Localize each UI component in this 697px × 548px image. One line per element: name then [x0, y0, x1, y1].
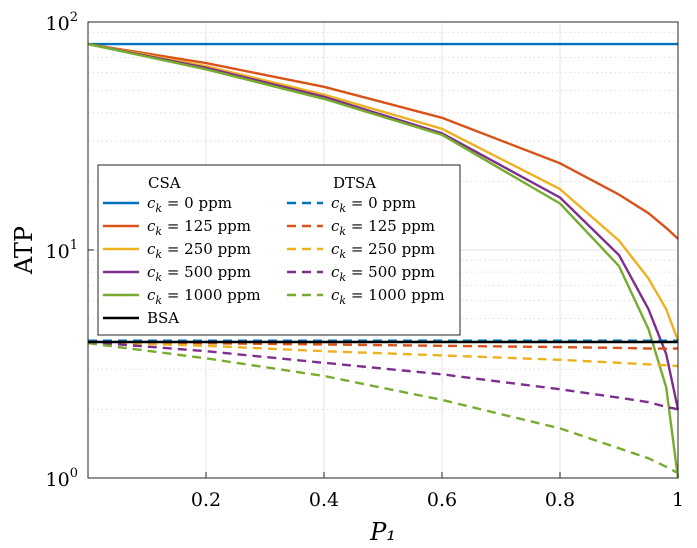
y-tick-label: 101: [46, 238, 78, 263]
y-tick-base: 10: [46, 13, 70, 35]
legend-label-bsa: BSA: [147, 309, 179, 327]
legend-label-c-k-500-ppm-dtsa: ck = 500 ppm: [331, 263, 435, 284]
y-tick-base: 10: [46, 241, 70, 263]
legend-label-c-k-125-ppm: ck = 125 ppm: [147, 217, 251, 238]
legend-label-c-k-1000-ppm: ck = 1000 ppm: [147, 286, 261, 307]
series-line-c-k-500-ppm-dtsa: [87, 340, 679, 411]
x-tick-label: 1: [672, 489, 684, 511]
series-line-c-k-500-ppm: [87, 42, 680, 410]
series-line-c-k-250-ppm: [87, 42, 680, 342]
y-tick-base: 10: [46, 469, 70, 491]
series-line-c-k-1000-ppm-dtsa: [87, 342, 679, 475]
legend-label-c-k-125-ppm-dtsa: ck = 125 ppm: [331, 217, 435, 238]
y-tick-exponent: 1: [70, 238, 78, 253]
legend-label-c-k-250-ppm-dtsa: ck = 250 ppm: [331, 240, 435, 261]
series-line-c-k-250-ppm-dtsa: [87, 340, 679, 368]
x-tick-label: 0.2: [191, 489, 221, 511]
x-axis-ticks: 0.2 0.4 0.6 0.8 1: [191, 472, 684, 511]
legend-label-c-k-0-ppm-dtsa: ck = 0 ppm: [331, 194, 416, 215]
x-tick-label: 0.8: [545, 489, 575, 511]
y-tick-label: 100: [46, 466, 78, 491]
legend-label-c-k-1000-ppm-dtsa: ck = 1000 ppm: [331, 286, 445, 307]
legend-box: [97, 164, 461, 336]
y-tick-exponent: 2: [70, 10, 78, 25]
legend-label-c-k-500-ppm: ck = 500 ppm: [147, 263, 251, 284]
y-tick-label: 102: [46, 10, 78, 35]
x-tick-label: 0.6: [427, 489, 457, 511]
legend-title-dtsa: DTSA: [333, 174, 376, 192]
series-line-c-k-125-ppm: [87, 42, 679, 240]
legend-title-csa: CSA: [148, 174, 181, 192]
series-lines: [87, 42, 680, 479]
series-line-c-k-1000-ppm: [87, 42, 680, 479]
y-tick-exponent: 0: [70, 466, 78, 481]
y-axis-label: ATP: [10, 226, 38, 275]
legend-label-c-k-250-ppm: ck = 250 ppm: [147, 240, 251, 261]
series-line-c-k-125-ppm-dtsa: [87, 340, 679, 350]
x-tick-label: 0.4: [309, 489, 339, 511]
x-axis-label: P₁: [369, 518, 396, 546]
legend-label-c-k-0-ppm: ck = 0 ppm: [147, 194, 232, 215]
